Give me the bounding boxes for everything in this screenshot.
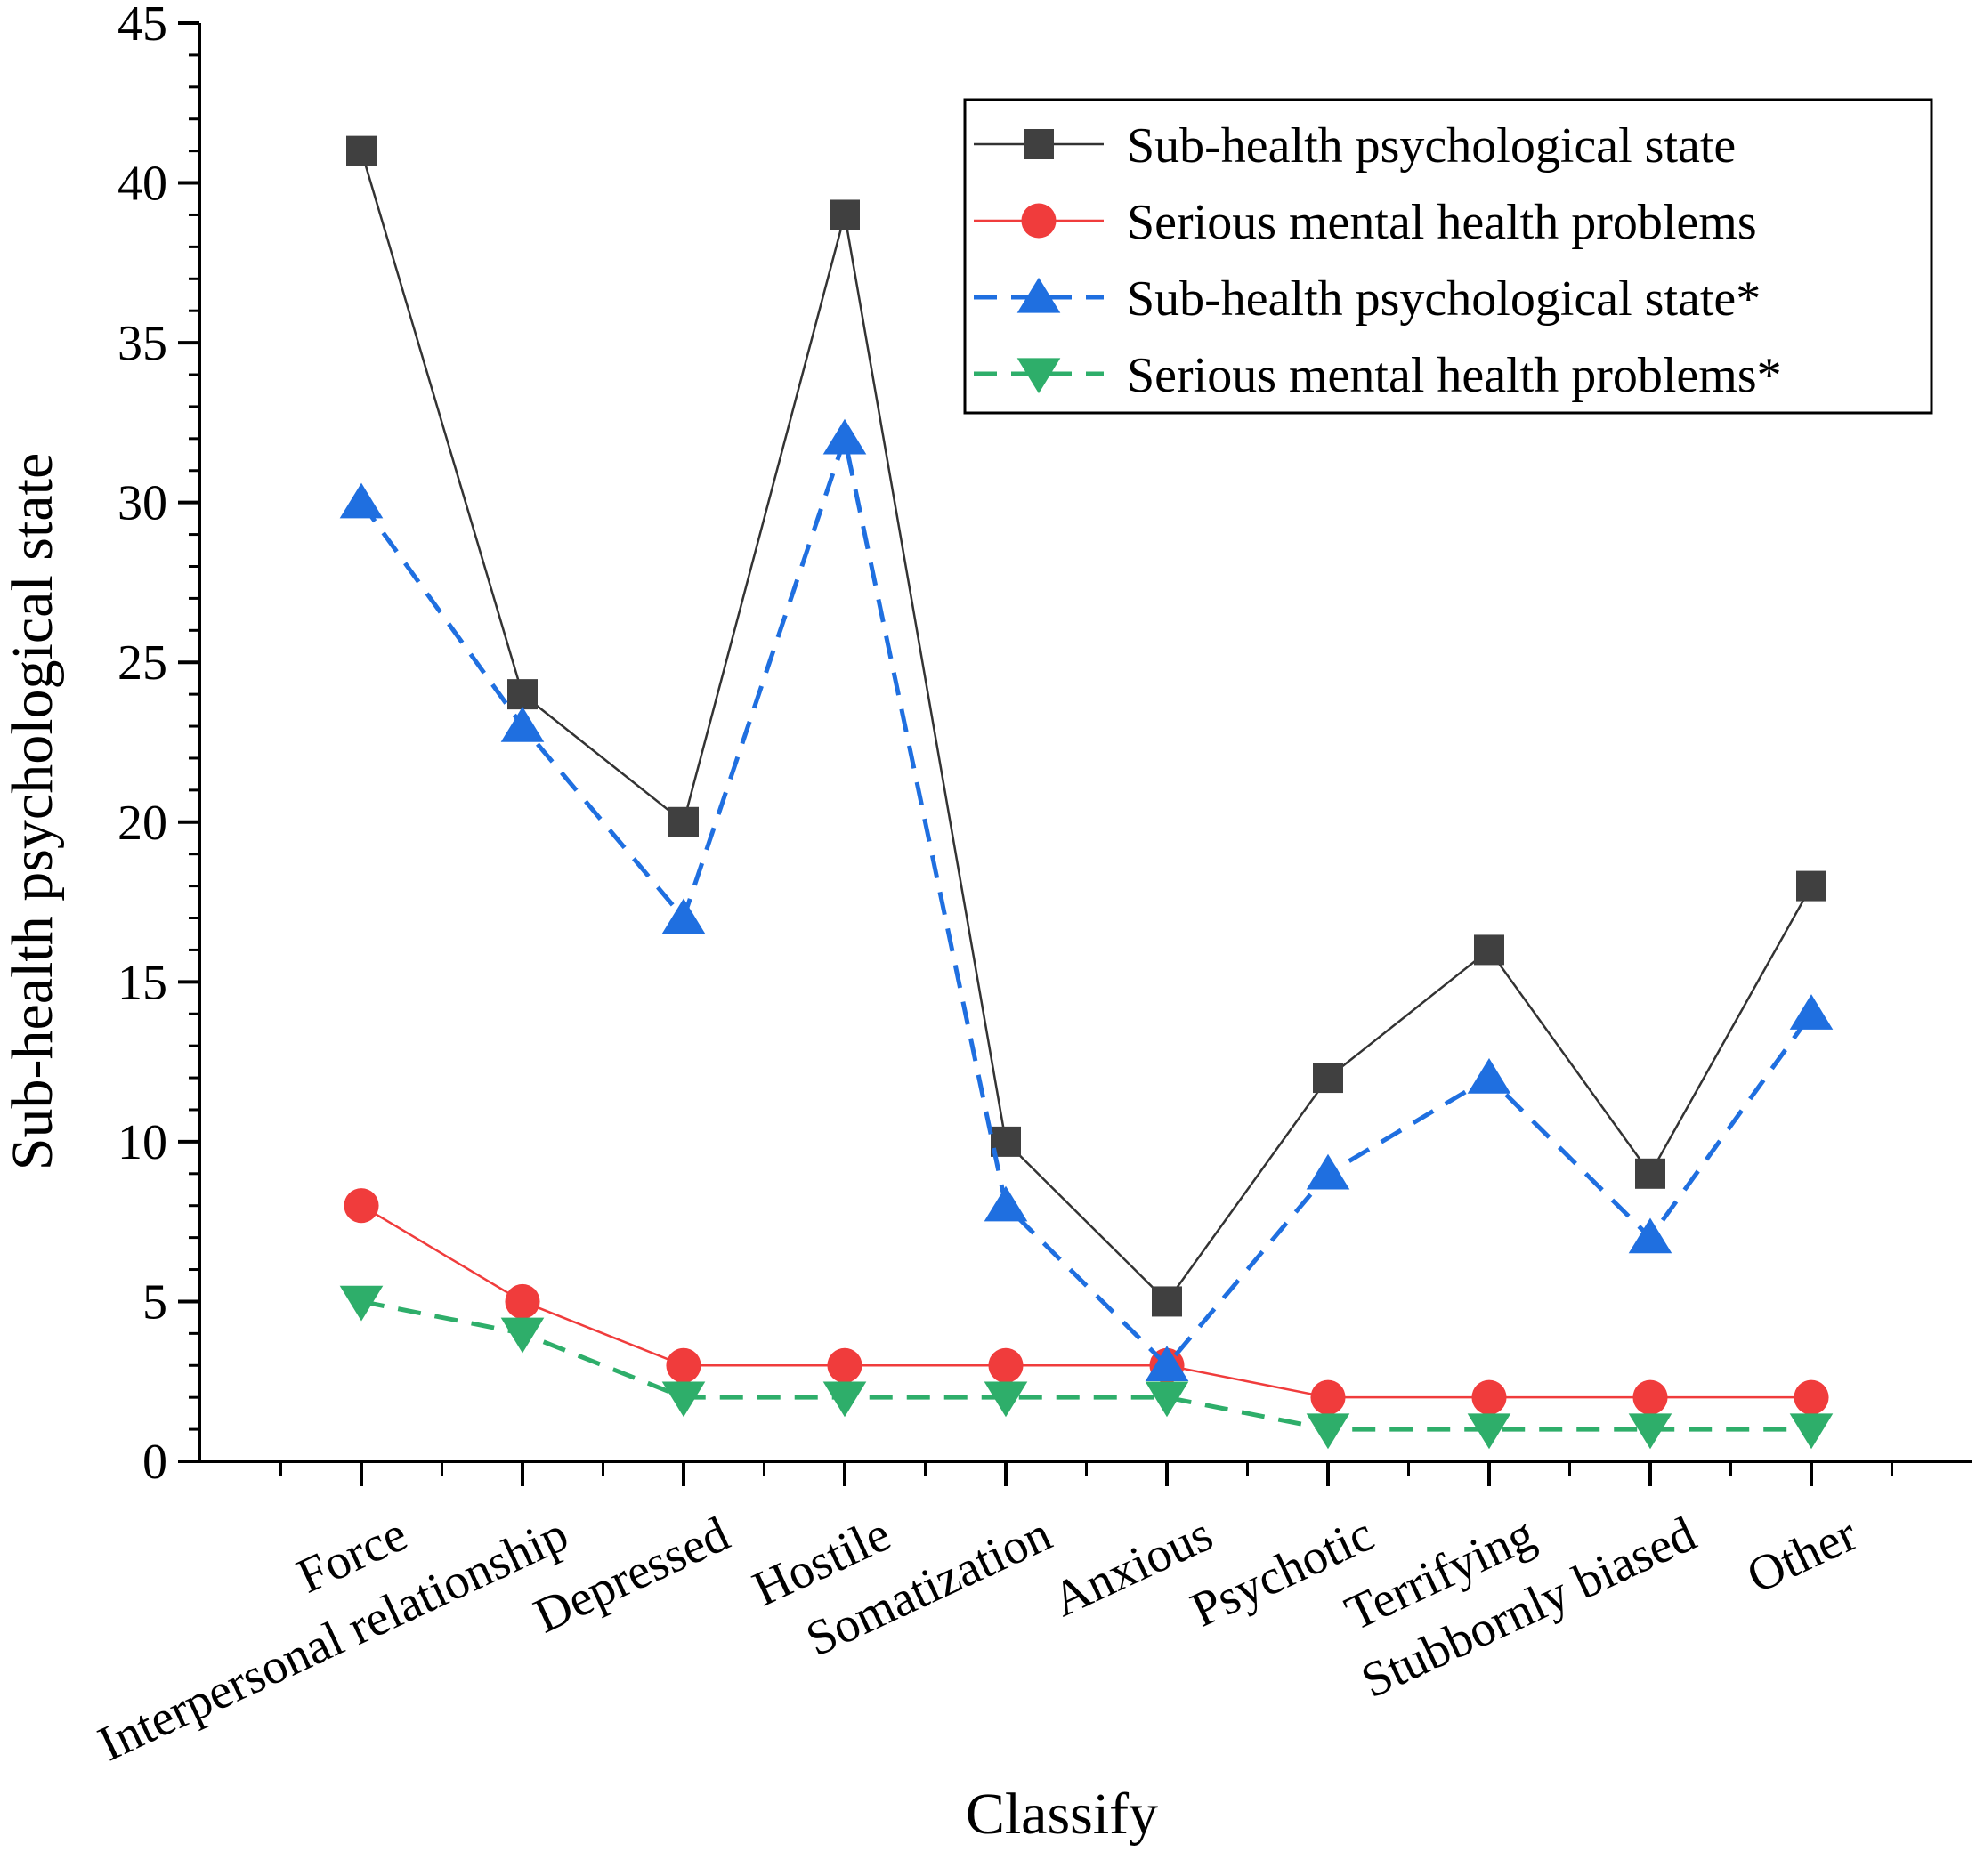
data-point-anxious (1145, 1381, 1189, 1418)
data-point-terrifying (1471, 1379, 1507, 1415)
data-point-force (339, 482, 384, 519)
legend-item-serious-mental-health-problems: Serious mental health problems (974, 195, 1757, 250)
data-point-hostile (827, 1347, 862, 1383)
data-point-depressed (668, 806, 699, 837)
legend-item-sub-health-psychological-state: Sub-health psychological state (974, 118, 1736, 174)
data-point-somatization (984, 1381, 1028, 1418)
data-point-other (1789, 994, 1834, 1030)
data-point-depressed (666, 1347, 701, 1383)
data-point-interpersonal-relationship (500, 706, 545, 742)
y-tick-label: 30 (117, 476, 167, 531)
data-point-somatization (988, 1347, 1024, 1383)
data-point-interpersonal-relationship (507, 679, 538, 710)
data-point-hostile (822, 418, 867, 455)
y-tick-label: 10 (117, 1115, 167, 1170)
legend-label: Serious mental health problems* (1127, 348, 1782, 403)
data-point-depressed (661, 1381, 706, 1418)
data-point-psychotic (1306, 1413, 1350, 1450)
data-point-stubbornly-biased (1635, 1158, 1665, 1189)
y-tick-label: 40 (117, 157, 167, 212)
legend-box (963, 98, 1933, 415)
legend-label: Sub-health psychological state (1127, 118, 1736, 174)
data-point-hostile (830, 199, 860, 230)
series-line (360, 1204, 1811, 1399)
y-tick-label: 20 (117, 796, 167, 851)
data-point-terrifying (1474, 934, 1504, 966)
series-line (359, 430, 1814, 1369)
data-point-force (346, 135, 377, 166)
series-sub-health-psychological-state (346, 135, 1826, 1317)
legend-label: Sub-health psychological state* (1127, 271, 1761, 327)
legend: Sub-health psychological state Serious me… (963, 98, 1933, 415)
series-layer (339, 135, 1834, 1450)
x-axis-title: Classify (966, 1782, 1158, 1847)
y-axis-ticks: 0 5 10 15 20 25 30 35 40 45 (117, 0, 199, 1490)
data-point-interpersonal-relationship (500, 1317, 545, 1354)
series-serious-mental-health-problems-star (339, 1285, 1834, 1450)
legend-item-sub-health-psychological-state-star: Sub-health psychological state* (974, 271, 1761, 327)
data-point-other (1794, 1379, 1829, 1415)
data-point-anxious (1145, 1346, 1189, 1381)
x-tick-label-other: Other (1739, 1506, 1866, 1604)
data-point-stubbornly-biased (1632, 1379, 1668, 1415)
data-point-anxious (1152, 1286, 1182, 1317)
y-tick-label: 35 (117, 316, 167, 371)
y-tick-label: 25 (117, 635, 167, 691)
data-point-force (344, 1188, 379, 1224)
data-point-other (1796, 870, 1826, 902)
data-point-interpersonal-relationship (505, 1283, 540, 1319)
data-point-other (1789, 1413, 1834, 1450)
legend-marker (1016, 277, 1061, 313)
data-point-depressed (661, 898, 706, 934)
legend-marker (1024, 129, 1054, 159)
y-tick-label: 15 (117, 955, 167, 1010)
data-point-psychotic (1306, 1153, 1350, 1190)
data-point-force (339, 1285, 384, 1322)
data-point-somatization (984, 1185, 1028, 1222)
data-point-hostile (822, 1381, 867, 1418)
data-point-stubbornly-biased (1628, 1217, 1672, 1254)
data-point-psychotic (1313, 1063, 1343, 1094)
y-tick-label: 5 (142, 1274, 167, 1330)
data-point-stubbornly-biased (1628, 1413, 1672, 1450)
legend-marker (1021, 203, 1057, 239)
data-point-psychotic (1310, 1379, 1346, 1415)
y-axis-title: Sub-health psychological state (0, 453, 65, 1170)
series-line (360, 150, 1813, 1304)
legend-marker (1016, 358, 1061, 394)
legend-label: Serious mental health problems (1127, 195, 1757, 250)
series-sub-health-psychological-state-star (339, 418, 1834, 1381)
data-point-terrifying (1467, 1413, 1511, 1450)
y-tick-label: 45 (117, 0, 167, 52)
legend-item-serious-mental-health-problems-star: Serious mental health problems* (974, 348, 1782, 403)
y-tick-label: 0 (142, 1435, 167, 1490)
data-point-terrifying (1467, 1057, 1511, 1094)
